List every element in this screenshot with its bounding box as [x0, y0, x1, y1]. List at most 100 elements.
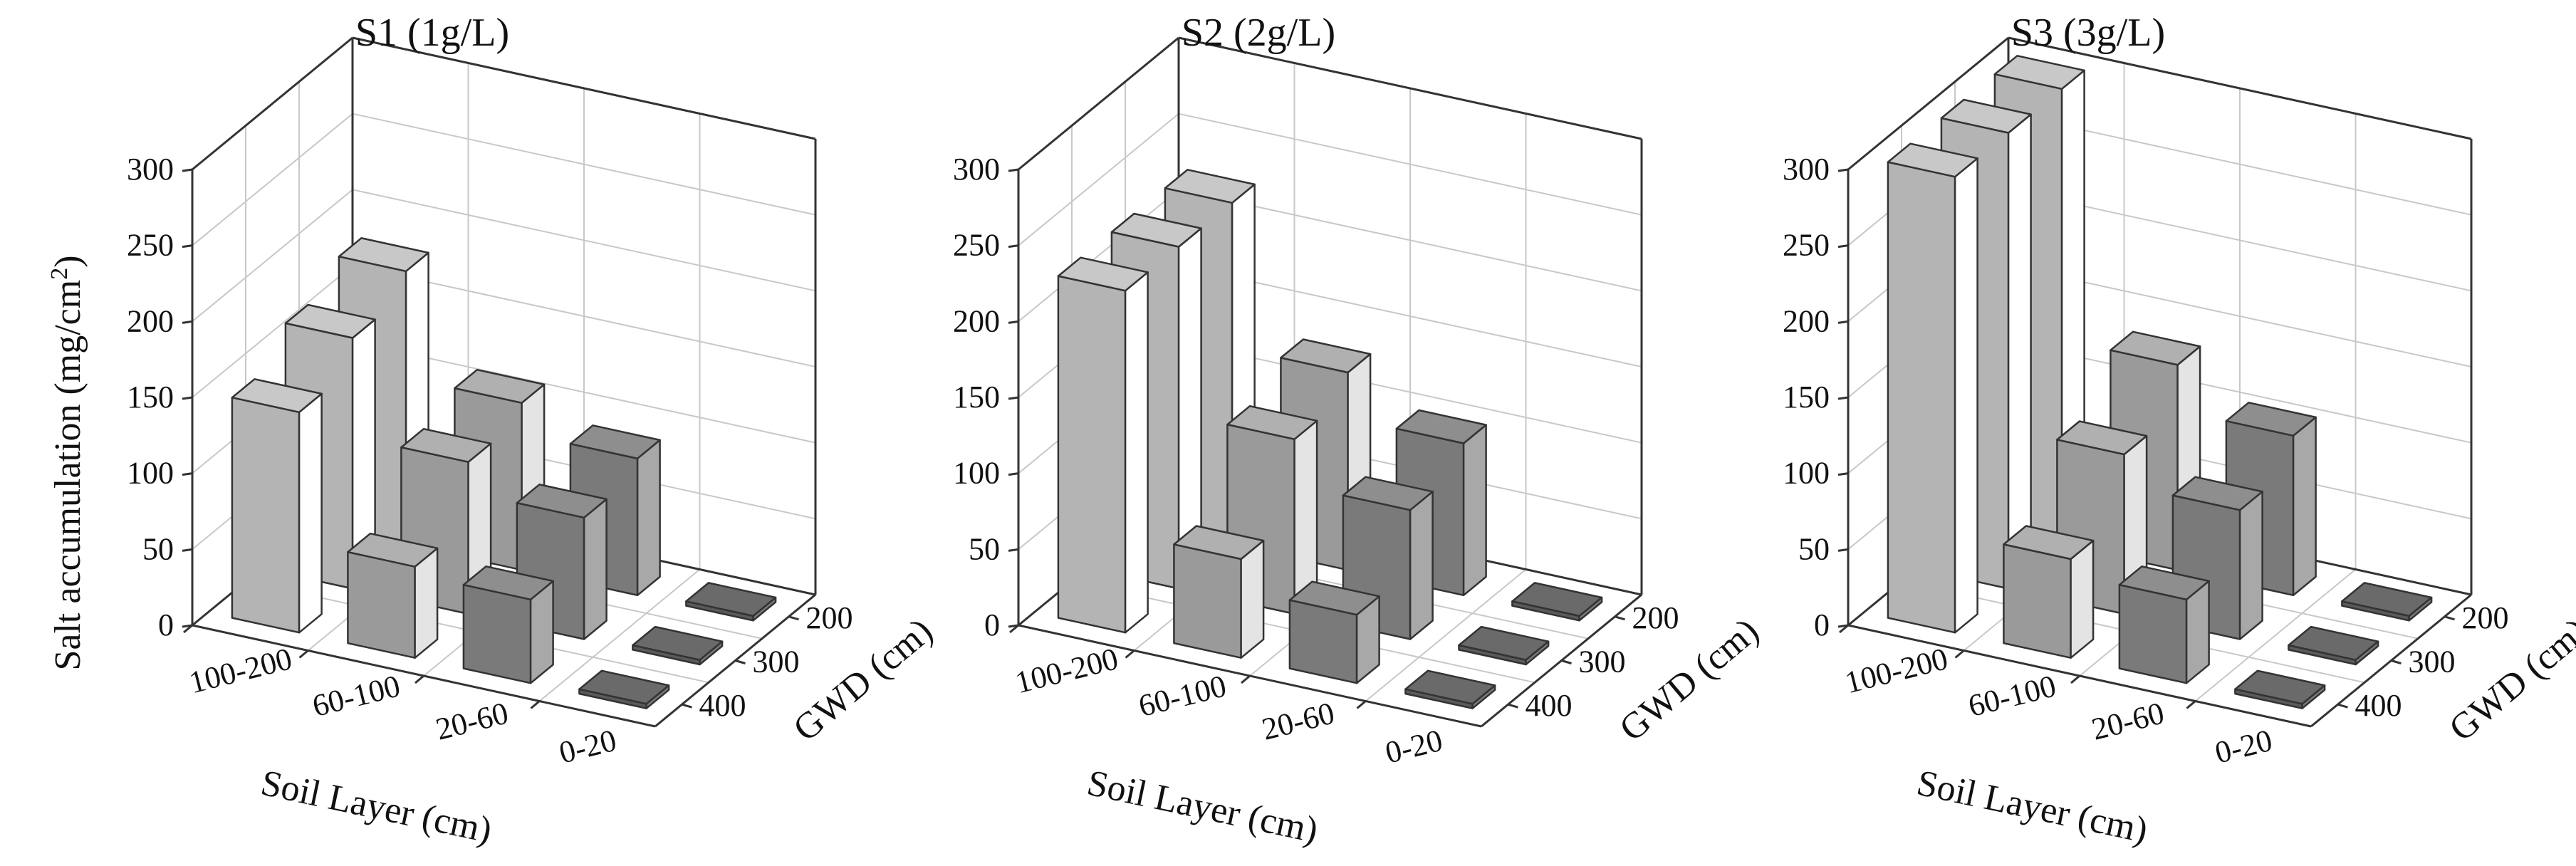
- axis-frame-edge: [1178, 36, 1642, 140]
- z-tick: [182, 396, 193, 400]
- z-tick: [1008, 168, 1019, 172]
- bar-top-face: [1288, 580, 1380, 616]
- soil-layer-tick-label: 100-200: [186, 641, 296, 700]
- bar-60-100-gwd-400: [1173, 525, 1265, 659]
- soil-layer-tick-label: 20-60: [432, 695, 511, 746]
- soil-layer-tick-label: 60-100: [309, 668, 404, 724]
- bar-20-60-gwd-400: [462, 565, 554, 684]
- bar-60-100-gwd-400: [347, 532, 439, 659]
- soil-layer-tick-label: 0-20: [2211, 723, 2275, 771]
- bar-top-face: [1173, 525, 1265, 560]
- z-tick-label: 250: [1783, 228, 1830, 263]
- soil-tick: [1356, 700, 1367, 709]
- z-tick: [1008, 548, 1019, 552]
- gwd-tick-label: 200: [2462, 600, 2509, 635]
- z-tick-label: 50: [969, 531, 1000, 566]
- z-tick: [182, 548, 193, 552]
- z-tick-label: 0: [984, 607, 1000, 642]
- gridline-z: [1018, 113, 1179, 246]
- chart-panel-s2: 0 50 100 150 200 250 300 100-200 60-100 20-60 0-20…: [953, 11, 1766, 851]
- bar-top-face: [338, 237, 429, 273]
- z-tick: [182, 168, 193, 172]
- bar-top-face: [1057, 256, 1149, 292]
- bar-front-face: [347, 551, 416, 659]
- axis-frame-edge: [1018, 36, 1179, 171]
- soil-layer-axis-title: Soil Layer (cm): [1083, 763, 1321, 851]
- bar-20-60-gwd-400: [2118, 565, 2210, 684]
- axis-frame-edge: [192, 36, 353, 171]
- bar-0-20-gwd-400: [578, 669, 670, 709]
- gwd-tick-label: 300: [2409, 645, 2456, 679]
- gwd-tick-label: 300: [1579, 645, 1626, 679]
- gridline-z: [1018, 189, 1179, 323]
- bar-top-face: [2056, 420, 2148, 456]
- gwd-tick: [1561, 659, 1572, 664]
- gwd-tick: [788, 615, 799, 621]
- bar-top-face: [347, 532, 439, 568]
- z-tick: [1837, 472, 1849, 476]
- soil-tick: [1009, 624, 1019, 634]
- bar-side-face: [2238, 491, 2263, 640]
- bar-top-face: [1280, 338, 1372, 374]
- bar-top-face: [685, 582, 777, 617]
- bar-top-face: [1887, 142, 1978, 178]
- bar-top-face: [1164, 169, 1256, 204]
- z-tick: [182, 472, 193, 476]
- soil-layer-axis-title: Soil Layer (cm): [1913, 763, 2151, 851]
- soil-tick: [1954, 650, 1965, 659]
- z-tick: [1837, 168, 1849, 172]
- bar-top-face: [578, 669, 670, 705]
- z-tick-label: 250: [127, 228, 174, 263]
- bar-front-face: [462, 583, 532, 684]
- bar-top-face: [1993, 55, 2085, 90]
- gwd-tick-label: 200: [806, 600, 853, 635]
- bar-top-face: [1342, 476, 1434, 511]
- chart-title: S2 (2g/L): [1182, 11, 1335, 55]
- gwd-tick: [2337, 703, 2348, 709]
- bar-top-face: [2225, 402, 2317, 437]
- bar-20-60-gwd-400: [1288, 580, 1380, 684]
- z-tick-label: 250: [953, 228, 1000, 263]
- bar-0-20-gwd-200: [2341, 582, 2433, 622]
- soil-layer-tick-label: 0-20: [556, 723, 620, 771]
- gwd-tick-label: 400: [699, 688, 746, 723]
- soil-tick: [1839, 624, 1849, 634]
- bar-100-200-gwd-400: [1057, 256, 1149, 634]
- bar-top-face: [632, 625, 724, 661]
- gridline-z: [192, 265, 353, 398]
- z-tick-label: 100: [1783, 456, 1830, 491]
- bar-side-face: [2070, 539, 2095, 659]
- soil-layer-tick-label: 0-20: [1382, 723, 1446, 771]
- gridline-z: [192, 113, 353, 246]
- bar-front-face: [1887, 161, 1956, 634]
- z-tick: [1008, 396, 1019, 400]
- gwd-tick-label: 200: [1632, 600, 1679, 635]
- bar-100-200-gwd-400: [1887, 142, 1978, 634]
- gwd-tick-label: 400: [1526, 688, 1573, 723]
- bar-top-face: [516, 484, 608, 519]
- soil-layer-tick-label: 60-100: [1965, 668, 2060, 724]
- bar-side-face: [1240, 539, 1265, 659]
- bar-20-60-gwd-300: [2171, 476, 2263, 640]
- bar-top-face: [2110, 330, 2201, 366]
- bar-top-face: [462, 565, 554, 601]
- soil-tick: [2070, 674, 2080, 684]
- bar-0-20-gwd-300: [632, 625, 724, 666]
- bar-top-face: [400, 427, 492, 463]
- bar-60-100-gwd-400: [2003, 525, 2095, 659]
- z-tick: [1008, 244, 1019, 249]
- bar-top-face: [1404, 669, 1496, 705]
- z-tick-label: 150: [1783, 380, 1830, 414]
- chart-panel-s1: 0 50 100 150 200 250 300 100-200 60-100 20-60 0-20…: [127, 11, 940, 851]
- axis-frame-edge: [352, 36, 816, 140]
- chart-title: S3 (3g/L): [2011, 11, 2165, 55]
- bar-top-face: [284, 303, 376, 339]
- z-tick-label: 0: [158, 607, 174, 642]
- bar-0-20-gwd-200: [685, 582, 777, 622]
- gwd-tick: [682, 703, 692, 709]
- gwd-tick-label: 400: [2355, 688, 2402, 723]
- bar-top-face: [1226, 405, 1318, 440]
- axis-frame-edge: [1847, 36, 2009, 171]
- bar-top-face: [2341, 582, 2433, 617]
